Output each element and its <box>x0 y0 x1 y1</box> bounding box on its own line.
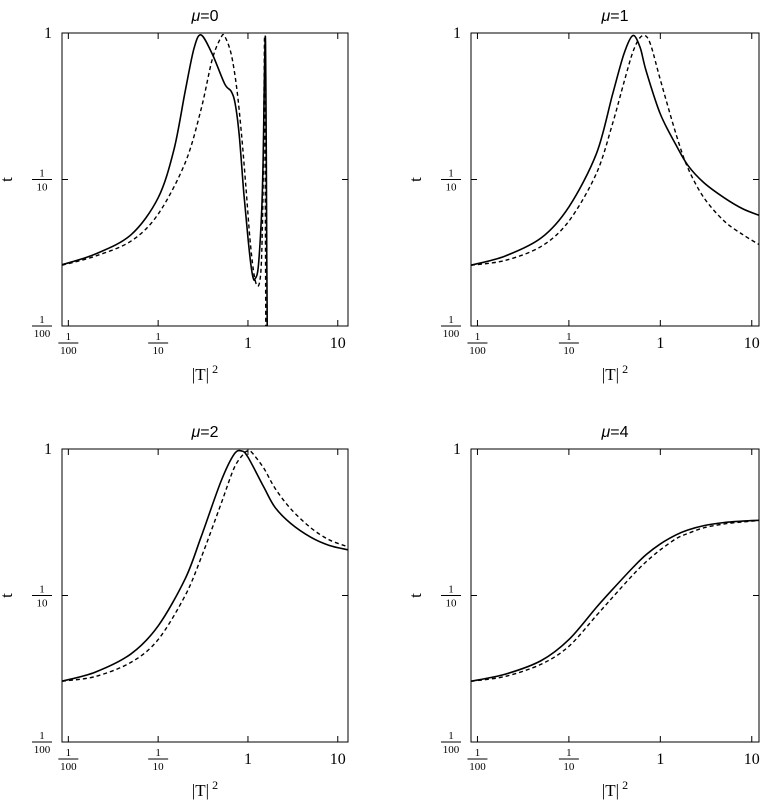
title-symbol: μ <box>190 8 200 25</box>
x-tick-numerator: 1 <box>475 747 481 759</box>
chart-panel-mu-4: μ=4 1 100 1 10 1 10 1 100 1 10 1 t |T| 2 <box>406 424 760 800</box>
y-axis-label: t <box>0 177 16 182</box>
solid-series-line <box>471 34 759 266</box>
dashed-series-line <box>62 449 348 682</box>
y-tick-numerator: 1 <box>39 168 45 180</box>
plot-frame <box>470 32 760 327</box>
x-tick-numerator: 1 <box>155 747 161 759</box>
x-axis-label-base: |T| <box>602 781 619 800</box>
chart-title: μ=4 <box>600 424 628 441</box>
x-axis-label: |T| 2 <box>192 362 218 384</box>
y-tick-denominator: 100 <box>443 744 460 756</box>
y-tick-numerator: 1 <box>39 584 45 596</box>
x-axis-label-base: |T| <box>192 781 209 800</box>
chart-title: μ=2 <box>190 424 218 441</box>
y-axis-label: t <box>406 593 425 598</box>
x-tick-denominator: 10 <box>563 761 575 773</box>
dashed-series-line <box>471 519 759 682</box>
x-tick-label: 1 <box>244 751 252 768</box>
y-tick-denominator: 10 <box>37 598 49 610</box>
title-symbol: μ <box>600 424 610 441</box>
plot-area <box>62 449 348 682</box>
y-tick-numerator: 1 <box>448 730 454 742</box>
x-axis-label-exponent: 2 <box>212 778 218 792</box>
y-tick-label: 1 <box>453 25 461 42</box>
x-tick-denominator: 100 <box>469 345 486 357</box>
x-tick-denominator: 10 <box>153 761 165 773</box>
x-tick-denominator: 10 <box>563 345 575 357</box>
x-axis-label-exponent: 2 <box>212 362 218 376</box>
y-tick-denominator: 100 <box>34 328 51 340</box>
x-tick-denominator: 100 <box>60 345 77 357</box>
y-tick-numerator: 1 <box>448 314 454 326</box>
x-tick-denominator: 10 <box>153 345 165 357</box>
title-value: =2 <box>200 424 218 441</box>
plot-area <box>471 34 759 266</box>
solid-series-line <box>62 34 269 326</box>
y-tick-denominator: 10 <box>446 182 458 194</box>
plot-area <box>471 519 759 682</box>
x-tick-numerator: 1 <box>66 331 72 343</box>
chart-panel-mu-1: μ=1 1 100 1 10 1 10 1 100 1 10 1 t |T| 2 <box>406 8 760 384</box>
title-symbol: μ <box>190 424 200 441</box>
chart-title: μ=1 <box>600 8 628 25</box>
title-symbol: μ <box>600 8 610 25</box>
x-tick-denominator: 100 <box>60 761 77 773</box>
x-tick-numerator: 1 <box>155 331 161 343</box>
y-tick-label: 1 <box>44 25 52 42</box>
x-tick-denominator: 100 <box>469 761 486 773</box>
title-value: =0 <box>200 8 218 25</box>
chart-panel-mu-2: μ=2 1 100 1 10 1 10 1 100 1 10 1 t |T|2 <box>0 424 349 800</box>
plot-frame <box>61 448 349 743</box>
y-tick-numerator: 1 <box>39 314 45 326</box>
x-tick-label: 10 <box>330 335 346 352</box>
x-tick-numerator: 1 <box>566 331 572 343</box>
x-axis-label-base: |T| <box>602 365 619 384</box>
x-axis-label: |T| 2 <box>192 778 218 800</box>
x-tick-label: 10 <box>744 335 760 352</box>
title-value: =4 <box>610 424 628 441</box>
x-axis-label-exponent: 2 <box>622 362 628 376</box>
plot-area <box>62 33 269 326</box>
chart-title: μ=0 <box>190 8 218 25</box>
x-tick-label: 1 <box>656 751 664 768</box>
title-value: =1 <box>610 8 628 25</box>
dashed-series-line <box>62 33 267 326</box>
x-tick-numerator: 1 <box>566 747 572 759</box>
y-tick-numerator: 1 <box>448 168 454 180</box>
y-tick-denominator: 100 <box>34 744 51 756</box>
y-tick-numerator: 1 <box>448 584 454 596</box>
y-axis-label: t <box>0 593 16 598</box>
chart-panel-mu-0: μ=0 1 100 1 10 1 10 1 100 1 10 1 t |T|2 <box>0 8 349 384</box>
x-tick-numerator: 1 <box>475 331 481 343</box>
x-tick-label: 1 <box>656 335 664 352</box>
dashed-series-line <box>471 34 759 266</box>
x-tick-label: 10 <box>330 751 346 768</box>
y-tick-denominator: 10 <box>37 182 49 194</box>
plot-frame <box>61 32 349 327</box>
x-tick-numerator: 1 <box>66 747 72 759</box>
x-tick-label: 1 <box>244 335 252 352</box>
solid-series-line <box>62 449 348 682</box>
x-axis-label: |T| 2 <box>602 778 628 800</box>
y-tick-denominator: 10 <box>446 598 458 610</box>
solid-series-line <box>471 519 759 682</box>
y-tick-numerator: 1 <box>39 730 45 742</box>
x-axis-label-base: |T| <box>192 365 209 384</box>
x-axis-label: |T| 2 <box>602 362 628 384</box>
y-tick-label: 1 <box>453 441 461 458</box>
y-tick-label: 1 <box>44 441 52 458</box>
x-axis-label-exponent: 2 <box>622 778 628 792</box>
x-tick-label: 10 <box>744 751 760 768</box>
y-axis-label: t <box>406 177 425 182</box>
plot-frame <box>470 448 760 743</box>
y-tick-denominator: 100 <box>443 328 460 340</box>
